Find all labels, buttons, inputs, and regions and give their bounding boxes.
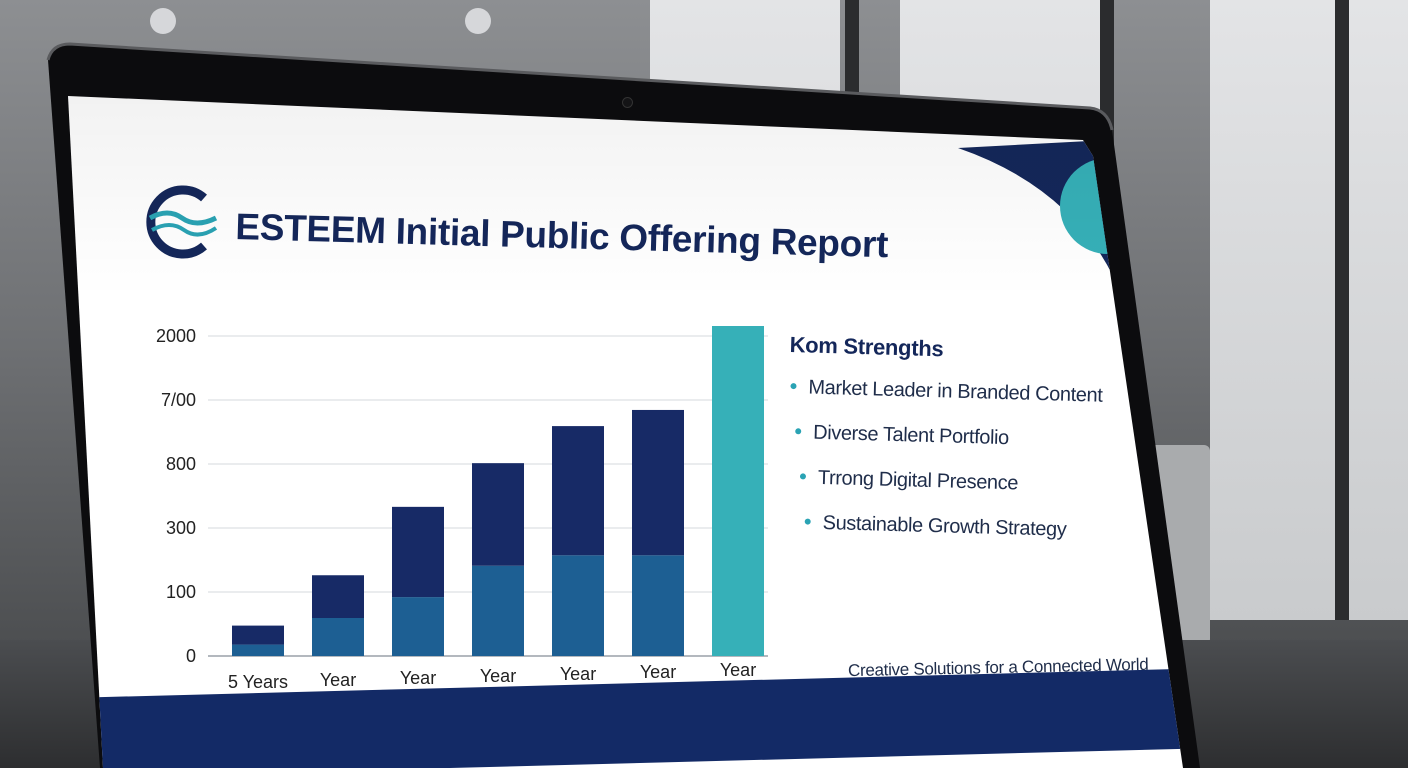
bar-segment-lower — [712, 326, 764, 656]
laptop-screen: ESTEEM Initial Public Offering Report 20… — [68, 96, 1183, 768]
list-item: Sustainable Growth Strategy — [804, 511, 1099, 543]
bar-segment-upper — [472, 463, 524, 566]
bullet-icon — [804, 518, 811, 525]
x-category-label: 5 Years — [228, 672, 288, 692]
x-category-label: Year — [480, 666, 516, 686]
strength-text: Market Leader in Branded Content — [808, 376, 1103, 407]
x-category-label: Year — [640, 662, 676, 682]
y-tick-label: 0 — [186, 646, 196, 666]
bar-segment-upper — [552, 426, 604, 556]
ceiling-light — [150, 8, 176, 34]
logo-icon — [146, 185, 218, 259]
bar-segment-upper — [232, 625, 284, 645]
bar-segment-upper — [312, 575, 364, 618]
bar-segment-lower — [232, 644, 284, 656]
list-item: Market Leader in Branded Content — [790, 376, 1103, 408]
bullet-icon — [799, 473, 807, 480]
window-mullion — [1335, 0, 1349, 620]
strength-text: Trrong Digital Presence — [817, 466, 1019, 495]
y-tick-label: 7/00 — [161, 390, 196, 410]
bar-segment-lower — [392, 597, 444, 656]
x-category-label: Year — [720, 660, 756, 680]
bar-segment-lower — [632, 555, 684, 656]
x-category-label: Year — [400, 668, 436, 688]
list-item: Diverse Talent Portfolio — [795, 421, 1102, 453]
y-tick-label: 300 — [166, 518, 196, 538]
presentation-slide: ESTEEM Initial Public Offering Report 20… — [68, 96, 1183, 768]
strengths-list: Market Leader in Branded Content Diverse… — [784, 376, 1103, 543]
y-tick-label: 2000 — [156, 326, 196, 346]
strengths-panel: Kom Strengths Market Leader in Branded C… — [784, 332, 1104, 565]
ceiling-light — [465, 8, 491, 34]
bullet-icon — [795, 428, 802, 435]
bar-segment-lower — [552, 555, 604, 656]
bar-segment-upper — [392, 506, 444, 598]
y-tick-label: 800 — [166, 454, 196, 474]
bar-segment-upper — [632, 409, 684, 556]
webcam — [622, 97, 633, 108]
x-category-label: Year — [320, 670, 356, 690]
bullet-icon — [790, 383, 797, 390]
strength-text: Diverse Talent Portfolio — [812, 421, 1010, 450]
y-tick-label: 100 — [166, 582, 196, 602]
bar-segment-lower — [312, 618, 364, 656]
strength-text: Sustainable Growth Strategy — [822, 511, 1067, 541]
bar-segment-lower — [472, 565, 524, 656]
list-item: Trrong Digital Presence — [799, 466, 1101, 498]
background-window — [1210, 0, 1408, 620]
x-category-label: Year — [560, 664, 596, 684]
bar-chart: 2000 7/00 800 300 100 0 5 Years Year Year Year Ye… — [156, 326, 768, 692]
